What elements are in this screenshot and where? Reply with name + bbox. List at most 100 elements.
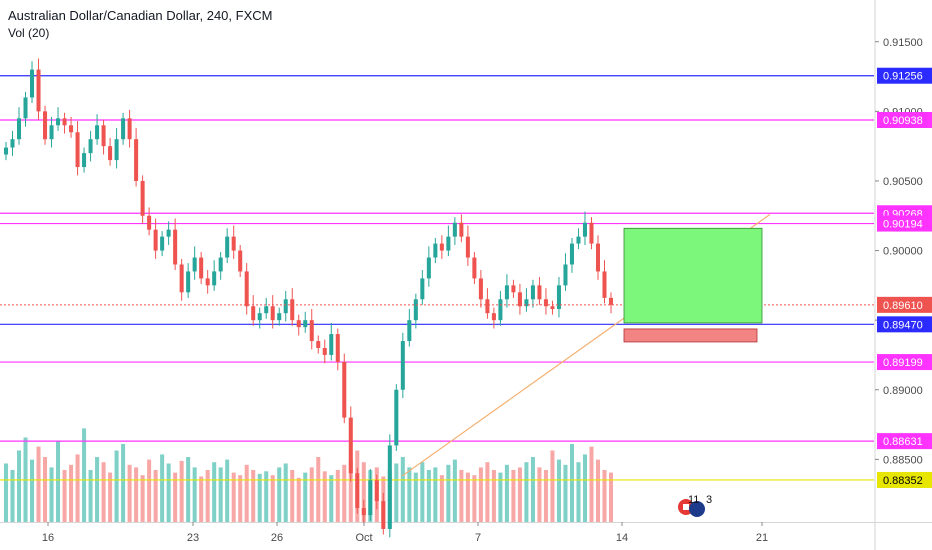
candle-body	[277, 313, 282, 321]
candle-body	[192, 257, 197, 272]
long-position-stop-zone[interactable]	[623, 328, 758, 343]
candle-body	[368, 480, 373, 516]
volume-bar	[342, 464, 347, 522]
candle-body	[491, 313, 496, 321]
volume-bar	[576, 462, 581, 522]
time-tick-label: 16	[42, 532, 54, 544]
candle-body	[511, 285, 516, 293]
time-tick-label: 14	[616, 532, 628, 544]
volume-bar	[485, 462, 490, 522]
volume-bar	[335, 470, 340, 522]
level-price-badge-text: 0.88352	[883, 475, 923, 487]
candle-body	[335, 334, 340, 362]
long-position-target-zone[interactable]	[623, 227, 763, 324]
level-price-badge	[877, 354, 932, 371]
volume-bar	[101, 462, 106, 522]
candle-body	[569, 243, 574, 265]
volume-bar	[179, 460, 184, 522]
candle-body	[290, 299, 295, 321]
candle-body	[589, 222, 594, 244]
volume-bar	[433, 467, 438, 522]
volume-bar	[114, 450, 119, 522]
candle-body	[316, 341, 321, 348]
volume-bar	[231, 472, 236, 522]
volume-bar	[420, 462, 425, 522]
volume-bar	[16, 450, 22, 522]
volume-bar	[283, 463, 288, 522]
candle-body	[127, 118, 132, 140]
volume-bar	[439, 475, 444, 522]
volume-bar	[446, 464, 451, 522]
volume-bar	[43, 457, 48, 522]
candle-body	[218, 257, 223, 272]
candle-body	[342, 361, 347, 418]
candle-body	[608, 297, 614, 305]
candle-body	[30, 69, 35, 98]
candle-body	[69, 125, 74, 133]
candle-body	[498, 299, 503, 321]
candle-body	[361, 508, 366, 516]
volume-bar	[205, 470, 210, 522]
candle-body	[452, 222, 457, 237]
level-price-badge	[877, 67, 932, 84]
candle-body	[231, 236, 236, 251]
volume-bar	[212, 462, 217, 522]
volume-bar	[582, 454, 587, 522]
candle-body	[381, 501, 386, 529]
event-flag-icon-secondary	[689, 501, 705, 517]
volume-bar	[511, 470, 516, 522]
volume-bar	[121, 444, 126, 522]
volume-bar	[30, 459, 35, 522]
time-tick-label: 23	[187, 532, 199, 544]
candle-body	[82, 153, 87, 168]
candle-body	[537, 285, 542, 300]
candle-body	[62, 118, 67, 126]
volume-bar	[3, 463, 9, 522]
candle-body	[387, 445, 392, 529]
event-badge-sub: 3	[706, 494, 712, 506]
volume-bar	[225, 459, 230, 522]
volume-bar	[498, 472, 503, 522]
candle-body	[582, 222, 587, 237]
candle-body	[446, 236, 451, 251]
candle-body	[3, 147, 9, 155]
volume-bar	[569, 444, 574, 522]
volume-bar	[270, 475, 275, 522]
candle-body	[550, 306, 555, 310]
level-price-badge-text: 0.89199	[883, 357, 923, 369]
candle-body	[147, 215, 152, 230]
candle-body	[478, 278, 483, 300]
volume-bar	[563, 464, 568, 522]
volume-bar	[329, 475, 334, 522]
candle-body	[602, 271, 607, 298]
volume-bar	[238, 475, 243, 522]
current-price-badge-text: 0.89610	[883, 300, 923, 312]
candle-body	[472, 257, 477, 279]
event-badge-label: 11	[688, 494, 699, 506]
time-tick-label: 7	[475, 532, 481, 544]
symbol-title: Australian Dollar/Canadian Dollar, 240, …	[8, 8, 273, 23]
candle-body	[95, 125, 100, 140]
level-price-badge-text: 0.90194	[883, 219, 923, 231]
level-price-badge	[877, 471, 932, 488]
volume-bar	[348, 459, 353, 522]
volume-bar	[459, 470, 464, 522]
volume-bar	[322, 471, 327, 522]
volume-bar	[95, 457, 100, 522]
volume-bar	[160, 454, 165, 522]
volume-bar	[88, 470, 93, 522]
candle-body	[420, 278, 425, 300]
level-price-badge-text: 0.89470	[883, 319, 923, 331]
volume-bar	[303, 472, 308, 522]
candle-body	[10, 139, 15, 148]
level-price-badge	[877, 433, 932, 450]
candle-body	[309, 320, 314, 342]
time-tick-label: Oct	[355, 532, 372, 544]
candle-body	[114, 139, 119, 161]
candle-body	[205, 278, 210, 286]
candle-body	[36, 69, 41, 112]
candle-body	[374, 480, 379, 502]
volume-bar	[608, 472, 614, 522]
candle-body	[504, 285, 509, 300]
